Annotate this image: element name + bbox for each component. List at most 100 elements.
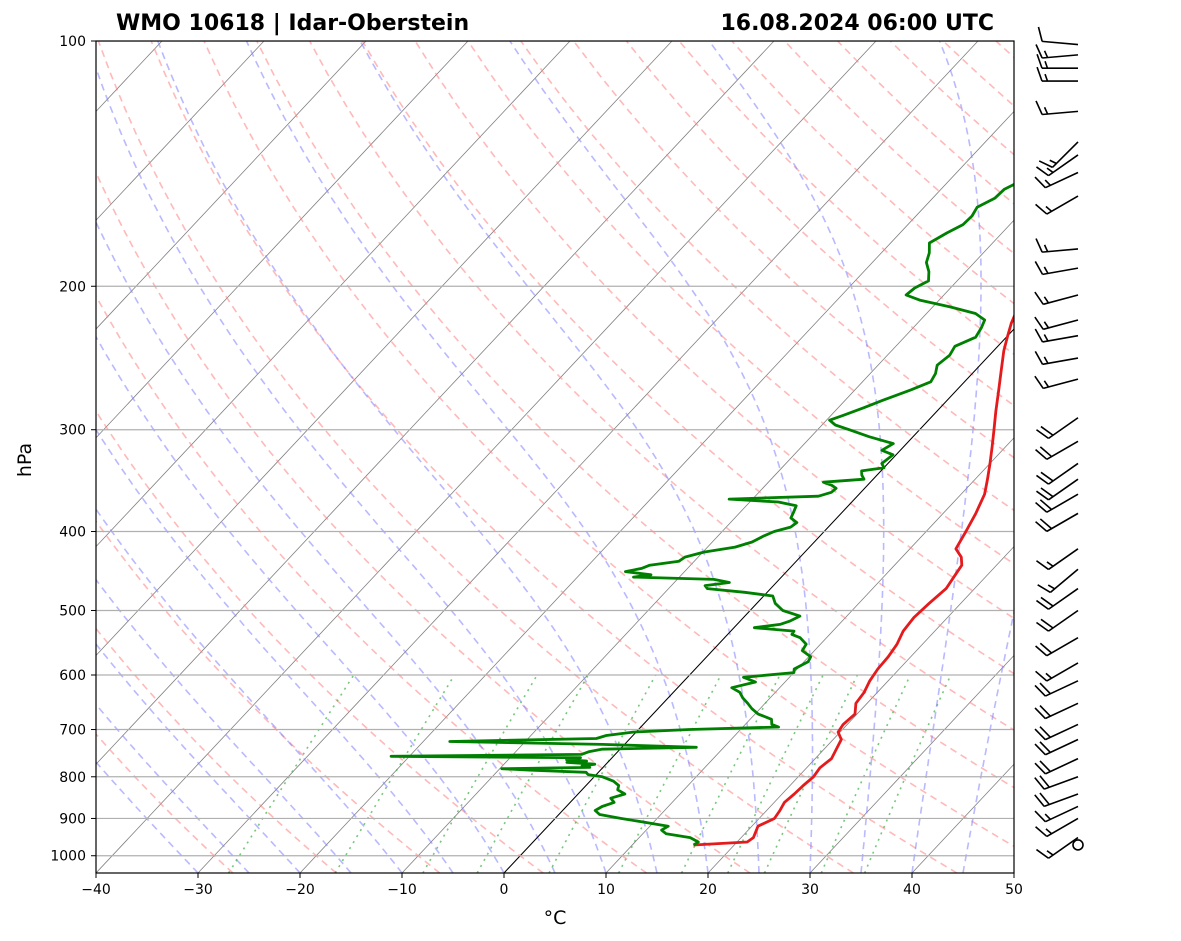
wind-barb-staff [1046, 493, 1079, 513]
wind-barb-half-feather [1043, 244, 1049, 252]
wind-barb-staff [1046, 440, 1079, 461]
dewpoint-line [389, 182, 1014, 847]
dry-adiabat-line [572, 41, 1014, 459]
wind-barb-full-feather [1035, 645, 1048, 657]
isotherm-line [96, 41, 265, 221]
dry-adiabat-line [1154, 41, 1181, 873]
wind-barb-full-feather [1035, 848, 1049, 859]
wind-barb [1034, 738, 1079, 756]
wind-barb-full-feather [1034, 684, 1046, 697]
wind-barb-staff [1046, 662, 1079, 682]
wind-barb [1034, 702, 1079, 720]
wind-barb [1035, 637, 1079, 657]
mixing-ratio-line [820, 674, 912, 873]
wind-barb-full-feather [1034, 316, 1044, 330]
wind-barb-full-feather [1034, 810, 1046, 823]
y-tick-label: 1000 [50, 849, 86, 865]
wind-barb-full-feather [1035, 599, 1049, 610]
x-tick-label: −10 [387, 882, 417, 898]
wind-barb-full-feather [1037, 26, 1043, 42]
wind-barb-staff [1048, 417, 1079, 440]
mixing-ratio-line [863, 674, 952, 873]
wind-barb [1035, 44, 1079, 59]
wind-barb-full-feather [1035, 429, 1049, 440]
wind-barb-full-feather [1040, 487, 1054, 498]
wind-barb [1035, 817, 1079, 838]
moist-adiabat-line [708, 41, 885, 873]
wind-barb-half-feather [1049, 159, 1057, 165]
wind-barb-half-feather [1043, 356, 1049, 364]
wind-barb-full-feather [1035, 203, 1048, 215]
wind-barb-half-feather [1044, 73, 1049, 82]
wind-barb-full-feather [1034, 176, 1046, 189]
dry-adiabat-line [1102, 41, 1181, 873]
wind-barb [1035, 238, 1079, 253]
wind-barb-staff [1048, 462, 1079, 485]
wind-barb [1036, 53, 1078, 70]
y-tick-label: 800 [59, 770, 86, 786]
wind-barb-full-feather [1035, 670, 1048, 682]
wind-barb [1035, 462, 1079, 485]
mixing-ratio-line [727, 674, 824, 873]
wind-barb-full-feather [1040, 618, 1054, 629]
dry-adiabat-line [308, 41, 1014, 732]
wind-barbs [1034, 26, 1084, 859]
wind-barb-half-feather [1043, 321, 1050, 329]
wind-barb-full-feather [1035, 166, 1049, 177]
wind-barb-full-feather [1039, 499, 1053, 511]
wind-barb-half-feather [1046, 850, 1054, 856]
dry-adiabat-line [731, 41, 1014, 305]
wind-barb [1034, 261, 1079, 276]
wind-barb-half-feather [1043, 334, 1049, 342]
wind-barb-staff [1045, 805, 1079, 823]
wind-barb-staff [1045, 738, 1079, 756]
dry-adiabat-line [784, 41, 1014, 255]
wind-barb-half-feather [1043, 296, 1050, 304]
moist-adiabat-line [96, 65, 607, 873]
wind-barb-full-feather [1039, 705, 1051, 717]
wind-barb-staff [1043, 776, 1079, 790]
wind-barb-full-feather [1039, 642, 1053, 654]
wind-barb-full-feather [1040, 471, 1054, 482]
moist-adiabat-line [359, 41, 760, 873]
wind-barb-full-feather [1039, 518, 1053, 530]
wind-barb-staff [1042, 54, 1079, 59]
wind-barb-staff [1048, 154, 1079, 177]
wind-barb-half-feather [1043, 106, 1049, 115]
wind-barb [1035, 493, 1079, 513]
y-tick-label: 300 [59, 423, 86, 439]
wind-barb-staff [1048, 609, 1079, 632]
wind-barb [1035, 440, 1079, 461]
wind-barb-half-feather [1045, 672, 1053, 679]
wind-barb-staff [1045, 171, 1079, 189]
mixing-ratio-line [617, 674, 722, 873]
moist-adiabat-line [509, 41, 814, 873]
wind-barb-half-feather [1043, 266, 1049, 274]
wind-barb-staff [1046, 637, 1079, 657]
mixing-ratio-line [334, 674, 456, 873]
wind-barb [1035, 154, 1079, 177]
x-tick-label: 50 [1005, 882, 1023, 898]
dry-adiabat-line [256, 41, 1014, 789]
wind-barb [1035, 417, 1079, 440]
dry-adiabat-line [361, 41, 1014, 675]
x-tick-label: −40 [81, 882, 111, 898]
wind-barb-full-feather [1040, 596, 1054, 607]
x-axis-label: °C [544, 907, 567, 929]
profile-series [389, 182, 1014, 847]
y-tick-label: 400 [59, 525, 86, 541]
wind-barb-full-feather [1035, 521, 1048, 532]
wind-barb-full-feather [1035, 474, 1049, 485]
x-tick-label: −30 [183, 882, 213, 898]
isotherm-line [96, 41, 469, 439]
mixing-ratio-line [763, 674, 859, 873]
mixing-ratio-line [476, 674, 589, 873]
y-tick-label: 900 [59, 811, 86, 827]
dry-adiabat-line [97, 41, 854, 873]
wind-barb [1034, 775, 1079, 790]
wind-barb [1037, 568, 1079, 594]
wind-barb-full-feather [1035, 238, 1043, 253]
wind-barb [1034, 792, 1079, 808]
wind-barb-staff [1046, 817, 1079, 838]
